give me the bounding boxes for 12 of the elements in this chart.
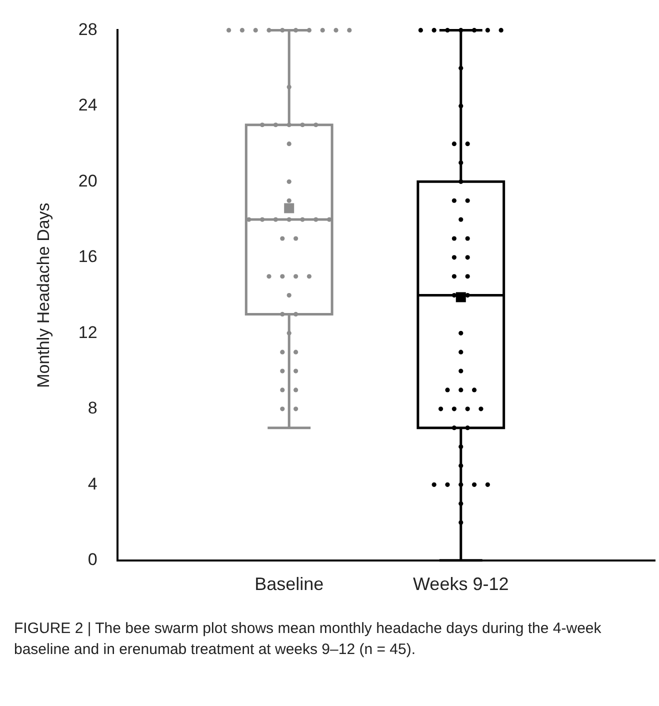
y-tick-label: 28 — [78, 20, 98, 39]
y-axis-title: Monthly Headache Days — [34, 202, 53, 388]
y-tick-label: 20 — [78, 171, 98, 190]
y-tick-label: 8 — [88, 398, 98, 418]
x-tick-label: Weeks 9-12 — [413, 574, 509, 594]
caption: FIGURE 2 | The bee swarm plot shows mean monthly headache days during the 4-week baseline and in erenumab treatment at weeks 9–12 (n = 45). — [14, 619, 602, 660]
y-tick-label: 24 — [78, 96, 98, 115]
y-tick-label: 16 — [78, 247, 98, 266]
y-tick-label: 4 — [88, 474, 98, 494]
x-tick-label: Baseline — [254, 574, 324, 594]
y-tick-label: 12 — [78, 322, 98, 342]
y-tick-label: 0 — [88, 550, 98, 570]
